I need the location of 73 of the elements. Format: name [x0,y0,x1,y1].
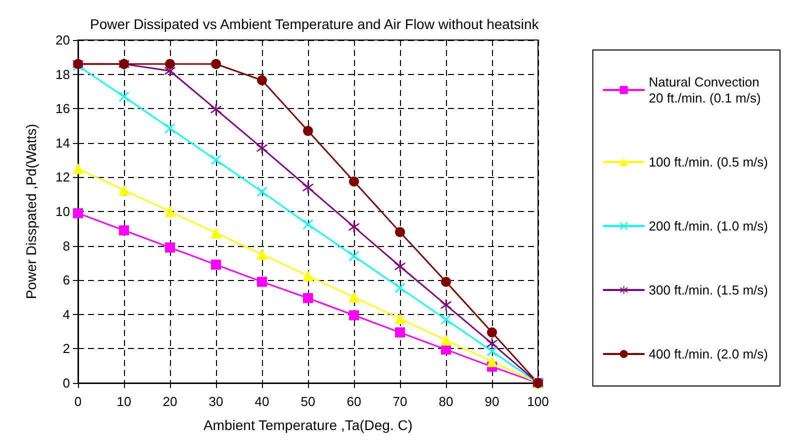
point [395,227,405,238]
point [119,225,129,236]
y-tick-label: 8 [62,238,70,254]
point [395,282,405,293]
y-tick-label: 4 [62,306,70,322]
point [303,126,313,136]
y-tick-label: 6 [62,272,70,288]
point [257,75,267,86]
y-tick-label: 10 [56,204,70,219]
y-tick-label: 2 [62,341,70,356]
legend-label: Natural Convection 20 ft./min. (0.1 m/s) [648,74,761,106]
point [440,299,452,310]
point [165,123,175,134]
point [211,155,221,166]
point [256,248,268,260]
x-tick-label: 50 [300,394,316,409]
x-tick-label: 100 [527,394,549,409]
point [487,327,497,338]
y-tick-label: 0 [62,376,70,390]
y-tick-label: 12 [56,170,70,185]
x-tick-label: 20 [162,394,178,409]
point [441,276,451,287]
point [349,251,359,262]
x-tick-label: 80 [438,394,454,409]
point [394,260,406,272]
x-tick-label: 60 [346,394,362,409]
point [211,260,221,270]
point [210,227,222,238]
point [302,182,314,193]
point [395,327,405,338]
point [349,310,359,320]
point [348,221,360,232]
point [440,334,452,346]
point [210,104,222,115]
point [349,176,359,186]
point [211,59,221,70]
y-axis-title: Power Disspated ,Pd(Watts) [23,124,39,300]
point [348,292,360,303]
point [165,59,175,70]
y-tick-label: 16 [56,101,70,116]
legend-label: 100 ft./min. (0.5 m/s) [648,154,768,170]
y-tick-label: 20 [56,32,70,48]
point [486,338,498,350]
point [118,184,130,196]
point [165,242,175,253]
point [441,344,451,355]
point [119,92,129,102]
y-tick-label: 18 [56,66,70,82]
point [303,293,313,304]
point [441,314,451,325]
x-tick-label: 40 [254,394,270,409]
point [257,186,267,197]
point [256,142,268,154]
point [302,270,314,282]
point [486,356,498,368]
point [257,276,267,287]
x-axis-title: Ambient Temperature ,Ta(Deg. C) [203,417,413,433]
point [72,163,84,174]
point [164,206,176,217]
point [394,313,406,324]
legend-label: 200 ft./min. (1.0 m/s) [648,218,768,234]
legend-label: 300 ft./min. (1.5 m/s) [648,282,768,298]
x-tick-label: 30 [208,394,224,409]
chart-title: Power Dissipated vs Ambient Temperature and Air Flow without heatsink [90,16,540,32]
point [487,346,497,356]
x-tick-label: 0 [74,394,82,409]
point [303,219,313,230]
x-tick-label: 70 [392,394,408,409]
x-tick-label: 10 [116,394,132,409]
y-tick-label: 14 [56,135,70,150]
point [73,208,83,218]
x-tick-label: 90 [484,394,500,409]
legend-label: 400 ft./min. (2.0 m/s) [648,346,768,362]
